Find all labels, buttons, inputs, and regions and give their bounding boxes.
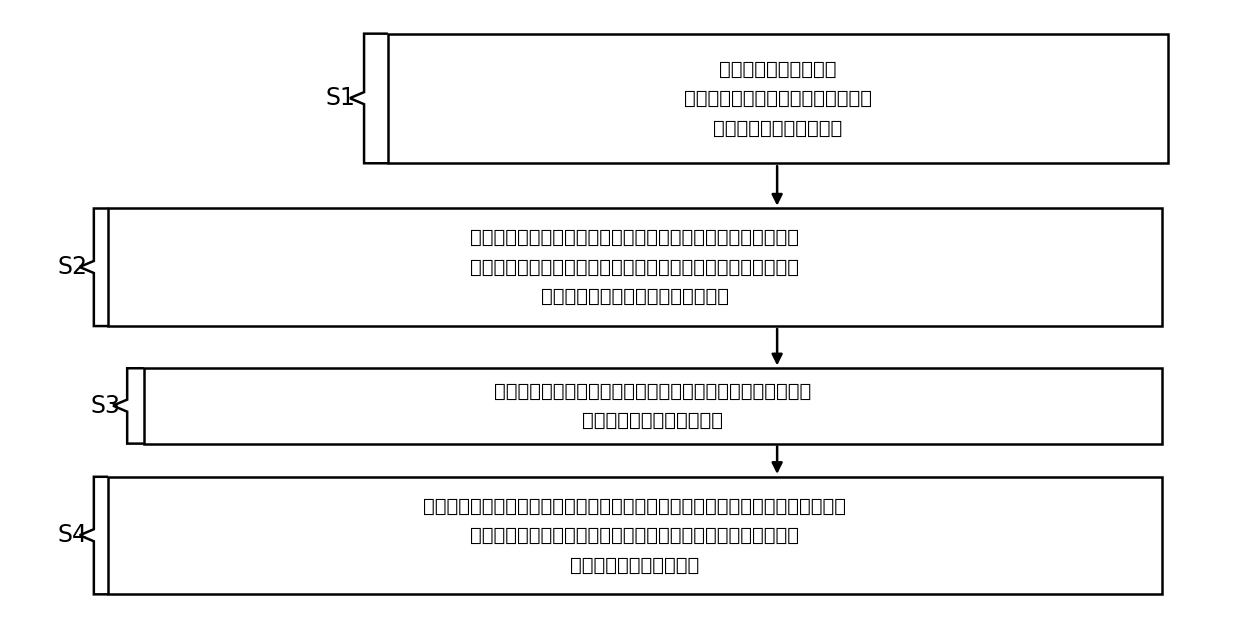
FancyBboxPatch shape	[108, 477, 1162, 594]
FancyBboxPatch shape	[388, 34, 1168, 163]
Text: 分析规划区域内归算至
每个节点的充电负荷，所述充电负荷
包括固定需求和过路需求: 分析规划区域内归算至 每个节点的充电负荷，所述充电负荷 包括固定需求和过路需求	[683, 60, 872, 138]
Text: 结合归算至每个节点的充电负荷以及随机选择的充电站及各充电站内充电桩数量，
采用改进的免疫克隆选择算法对充电站选址定容模型进行求解，
以得到最优选址定容方案: 结合归算至每个节点的充电负荷以及随机选择的充电站及各充电站内充电桩数量， 采用改…	[423, 497, 847, 575]
Text: S3: S3	[91, 394, 120, 418]
FancyBboxPatch shape	[144, 368, 1162, 443]
FancyBboxPatch shape	[108, 208, 1162, 326]
Text: S1: S1	[325, 86, 355, 110]
Text: 在预设置的规划区域内充电站数量范围和单个充电站内充电桩的
数量范围内，从各选充电站中随机选择多个不同位置的充电站，
并随机选择各个充电站内充电桩数量: 在预设置的规划区域内充电站数量范围和单个充电站内充电桩的 数量范围内，从各选充电…	[470, 228, 800, 306]
Text: S4: S4	[57, 523, 87, 547]
Text: 以建设成本作为目标函数，将服务范围及功率作为约束条件，
以构建充电站选址定容模型: 以建设成本作为目标函数，将服务范围及功率作为约束条件， 以构建充电站选址定容模型	[494, 382, 811, 430]
Text: S2: S2	[57, 255, 87, 279]
